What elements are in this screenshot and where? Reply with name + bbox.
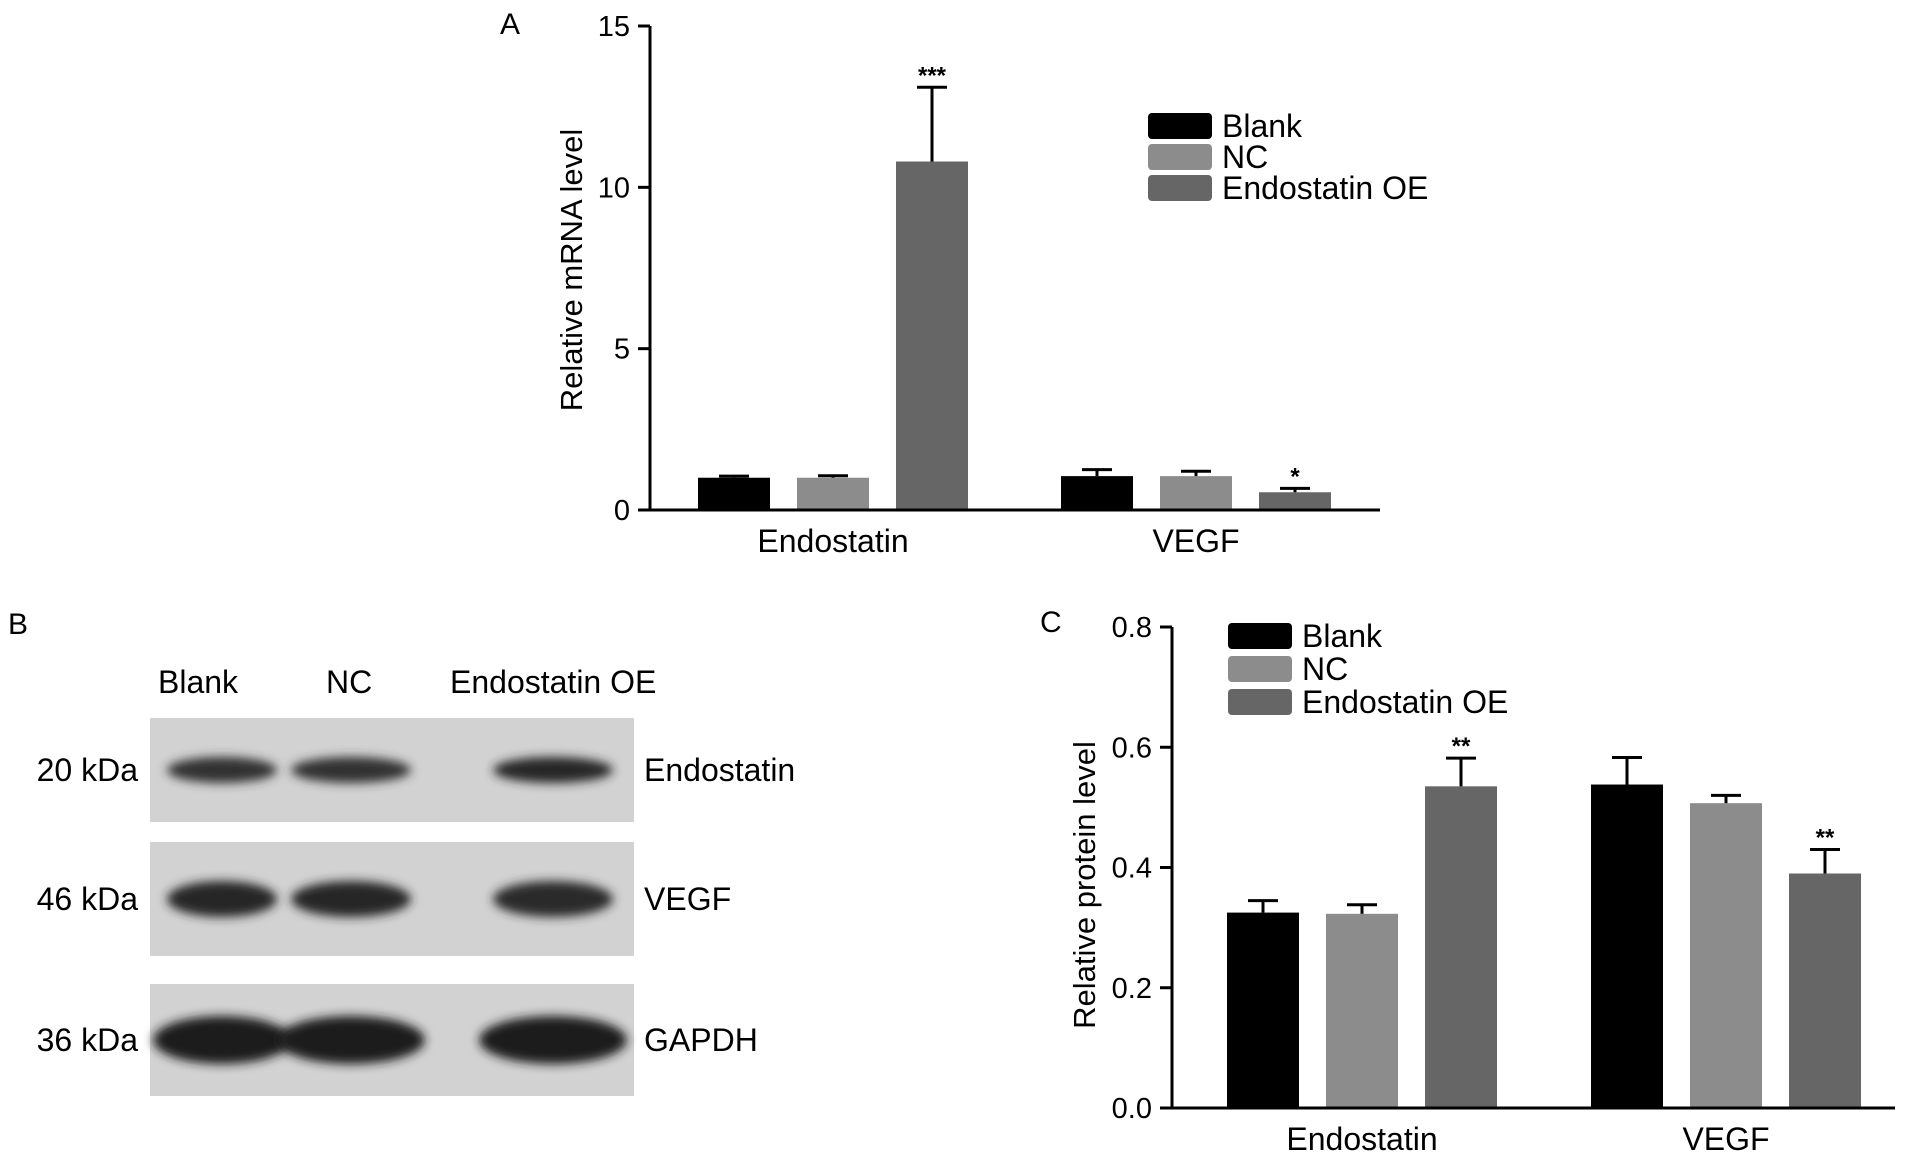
legend-label: NC bbox=[1222, 139, 1268, 175]
y-tick-label: 10 bbox=[598, 172, 630, 204]
blot-rows: 20 kDa Endostatin 46 kDa VEGF 36 kDa GAPDH bbox=[37, 718, 795, 1096]
bar bbox=[1591, 784, 1663, 1108]
panel-a-y-ticks: 0 5 10 15 bbox=[598, 11, 650, 527]
legend-swatch bbox=[1148, 113, 1212, 139]
legend-label: Endostatin OE bbox=[1302, 684, 1508, 720]
category-label: VEGF bbox=[1152, 523, 1239, 559]
legend-swatch bbox=[1148, 144, 1212, 170]
legend-label: Blank bbox=[1222, 108, 1303, 144]
panel-c-error-bars bbox=[1248, 755, 1840, 914]
panel-b-western-blot: B Blank NC Endostatin OE 20 kDa Endostatin 4… bbox=[8, 608, 795, 1096]
panel-a-letter: A bbox=[500, 8, 520, 41]
legend-label: NC bbox=[1302, 651, 1348, 687]
panel-c-significance: ** ** bbox=[1452, 733, 1835, 851]
legend-swatch bbox=[1148, 175, 1212, 201]
blot-molecular-weight: 20 kDa bbox=[37, 752, 139, 788]
panel-c-y-axis-title: Relative protein level bbox=[1067, 741, 1102, 1029]
significance-label: ** bbox=[1452, 733, 1471, 760]
bar bbox=[1690, 803, 1762, 1108]
blot-band bbox=[167, 881, 277, 917]
bar bbox=[896, 161, 968, 510]
y-tick-label: 0 bbox=[614, 495, 630, 527]
panel-c-letter: C bbox=[1040, 606, 1062, 639]
significance-label: ** bbox=[1816, 824, 1835, 851]
y-tick-label: 0.8 bbox=[1112, 612, 1152, 644]
blot-row: 20 kDa Endostatin bbox=[37, 718, 795, 822]
legend-label: Endostatin OE bbox=[1222, 170, 1428, 206]
blot-protein-label: GAPDH bbox=[644, 1022, 758, 1058]
blot-band bbox=[167, 757, 277, 783]
bar bbox=[797, 477, 869, 510]
blot-row: 46 kDa VEGF bbox=[37, 842, 731, 956]
panel-a-y-axis-title: Relative mRNA level bbox=[554, 129, 589, 412]
legend-swatch bbox=[1228, 689, 1292, 715]
blot-lane-labels: Blank NC Endostatin OE bbox=[158, 664, 656, 700]
legend-label: Blank bbox=[1302, 618, 1383, 654]
blot-band bbox=[153, 1016, 291, 1064]
bar bbox=[1326, 913, 1398, 1108]
panel-a-error-bars bbox=[719, 85, 1310, 493]
legend-swatch bbox=[1228, 623, 1292, 649]
panel-c-chart: C ** ** 0.0 0.2 0.4 0.6 0.8 Endostatin VEGF Bl… bbox=[1040, 606, 1895, 1157]
panel-c-bars bbox=[1227, 784, 1861, 1108]
panel-c-categories: Endostatin VEGF bbox=[1286, 1121, 1769, 1157]
blot-lane-label: Blank bbox=[158, 664, 239, 700]
category-label: Endostatin bbox=[1286, 1121, 1437, 1157]
category-label: VEGF bbox=[1682, 1121, 1769, 1157]
blot-protein-label: VEGF bbox=[644, 881, 731, 917]
y-tick-label: 0.0 bbox=[1112, 1093, 1152, 1125]
significance-label: * bbox=[1290, 463, 1300, 490]
y-tick-label: 0.2 bbox=[1112, 973, 1152, 1005]
blot-band bbox=[291, 757, 411, 783]
bar bbox=[1227, 912, 1299, 1108]
panel-c-y-ticks: 0.0 0.2 0.4 0.6 0.8 bbox=[1112, 612, 1172, 1125]
bar bbox=[1061, 476, 1133, 510]
blot-molecular-weight: 36 kDa bbox=[37, 1022, 139, 1058]
blot-band bbox=[493, 881, 613, 917]
y-tick-label: 0.4 bbox=[1112, 853, 1152, 885]
blot-band bbox=[493, 757, 613, 783]
bar bbox=[698, 477, 770, 510]
significance-label: *** bbox=[918, 62, 947, 89]
bar bbox=[1259, 492, 1331, 510]
panel-a-significance: **** bbox=[918, 62, 1300, 490]
bar bbox=[1160, 476, 1232, 510]
blot-row: 36 kDa GAPDH bbox=[37, 984, 758, 1096]
blot-band bbox=[277, 1016, 425, 1064]
bar bbox=[1789, 873, 1861, 1108]
blot-protein-label: Endostatin bbox=[644, 752, 795, 788]
panel-a-axes bbox=[648, 26, 1380, 512]
blot-band bbox=[479, 1016, 627, 1064]
category-label: Endostatin bbox=[757, 523, 908, 559]
blot-lane-label: NC bbox=[326, 664, 372, 700]
panel-b-letter: B bbox=[8, 608, 28, 641]
blot-molecular-weight: 46 kDa bbox=[37, 881, 139, 917]
legend-swatch bbox=[1228, 656, 1292, 682]
panel-a-categories: Endostatin VEGF bbox=[757, 523, 1239, 559]
bar bbox=[1425, 786, 1497, 1108]
blot-lane-label: Endostatin OE bbox=[450, 664, 656, 700]
y-tick-label: 5 bbox=[614, 334, 630, 366]
y-tick-label: 15 bbox=[598, 11, 630, 43]
panel-a-bars bbox=[698, 161, 1331, 510]
blot-band bbox=[291, 881, 411, 917]
y-tick-label: 0.6 bbox=[1112, 732, 1152, 764]
